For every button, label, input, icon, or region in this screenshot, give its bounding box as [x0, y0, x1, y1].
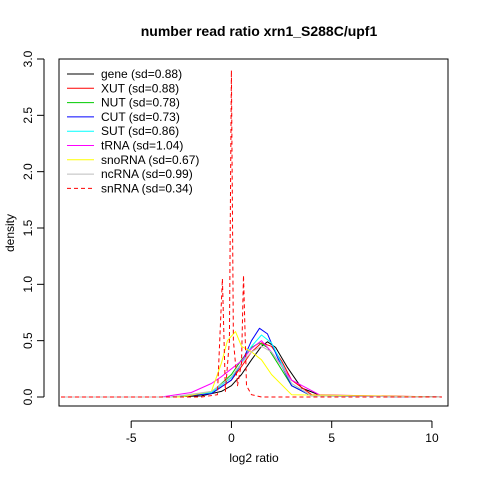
y-tick-label: 2.0 — [21, 163, 35, 180]
legend-label: SUT (sd=0.86) — [101, 124, 179, 138]
y-tick-label: 3.0 — [21, 50, 35, 67]
x-tick-label: -5 — [126, 431, 137, 445]
y-axis: 0.0 0.5 1.0 1.5 2.0 2.5 3.0 — [21, 50, 45, 405]
series-line-5 — [61, 340, 443, 398]
series-line-0 — [61, 341, 443, 398]
legend-label: tRNA (sd=1.04) — [101, 139, 183, 153]
legend: gene (sd=0.88)XUT (sd=0.88)NUT (sd=0.78)… — [67, 67, 199, 195]
series-line-3 — [61, 327, 443, 398]
series-line-7 — [61, 345, 443, 398]
y-tick-label: 1.0 — [21, 276, 35, 293]
legend-label: gene (sd=0.88) — [101, 67, 182, 81]
legend-label: snoRNA (sd=0.67) — [101, 153, 199, 167]
legend-label: NUT (sd=0.78) — [101, 96, 180, 110]
series-line-1 — [61, 342, 443, 398]
legend-label: CUT (sd=0.73) — [101, 110, 180, 124]
x-tick-label: 10 — [425, 431, 439, 445]
y-axis-label: density — [3, 214, 17, 252]
series-layer — [61, 69, 443, 398]
y-tick-label: 2.5 — [21, 107, 35, 124]
plot-frame — [58, 58, 449, 407]
x-axis: -5 0 5 10 — [126, 420, 439, 445]
series-line-2 — [61, 342, 443, 398]
y-tick-label: 0.0 — [21, 388, 35, 405]
chart-title: number read ratio xrn1_S288C/upf1 — [141, 23, 378, 39]
x-tick-label: 5 — [328, 431, 335, 445]
series-line-4 — [61, 334, 443, 398]
legend-label: ncRNA (sd=0.99) — [101, 167, 193, 181]
legend-label: XUT (sd=0.88) — [101, 81, 179, 95]
y-tick-label: 1.5 — [21, 219, 35, 236]
legend-label: snRNA (sd=0.34) — [101, 181, 193, 195]
y-tick-label: 0.5 — [21, 332, 35, 349]
x-tick-label: 0 — [228, 431, 235, 445]
x-axis-label: log2 ratio — [229, 451, 279, 465]
